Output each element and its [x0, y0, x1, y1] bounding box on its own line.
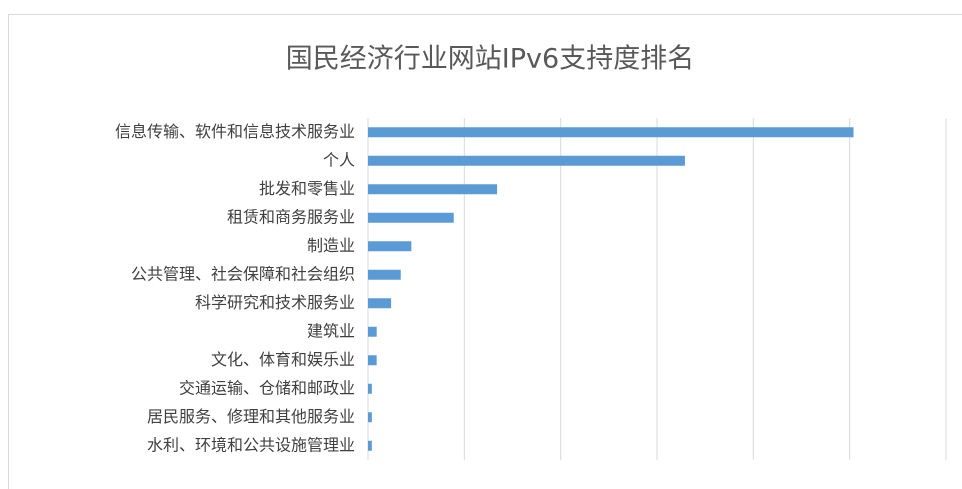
y-tick-label: 批发和零售业	[259, 179, 355, 198]
y-tick-label: 租赁和商务服务业	[227, 207, 355, 226]
bar	[368, 155, 685, 166]
y-tick-label: 交通运输、仓储和邮政业	[179, 378, 355, 397]
bar	[368, 355, 377, 366]
y-tick-label: 科学研究和技术服务业	[195, 293, 355, 312]
y-tick-label: 个人	[323, 150, 355, 169]
bar	[368, 269, 401, 280]
bar	[368, 241, 412, 252]
bar	[368, 127, 854, 138]
y-tick-label: 公共管理、社会保障和社会组织	[131, 264, 355, 283]
bar	[368, 412, 372, 423]
bar	[368, 184, 498, 195]
y-tick-label: 建筑业	[307, 321, 355, 340]
chart-title: 国民经济行业网站IPv6支持度排名	[286, 44, 694, 75]
y-tick-label: 水利、环境和公共设施管理业	[147, 435, 355, 454]
y-tick-label: 制造业	[307, 236, 355, 255]
bar	[368, 440, 372, 451]
bar	[368, 298, 392, 309]
bar	[368, 326, 377, 337]
y-tick-label: 文化、体育和娱乐业	[211, 350, 355, 369]
chart-frame	[8, 14, 962, 489]
bar	[368, 212, 454, 223]
y-tick-label: 居民服务、修理和其他服务业	[147, 407, 355, 426]
y-tick-label: 信息传输、软件和信息技术服务业	[115, 122, 355, 141]
bar	[368, 383, 372, 394]
